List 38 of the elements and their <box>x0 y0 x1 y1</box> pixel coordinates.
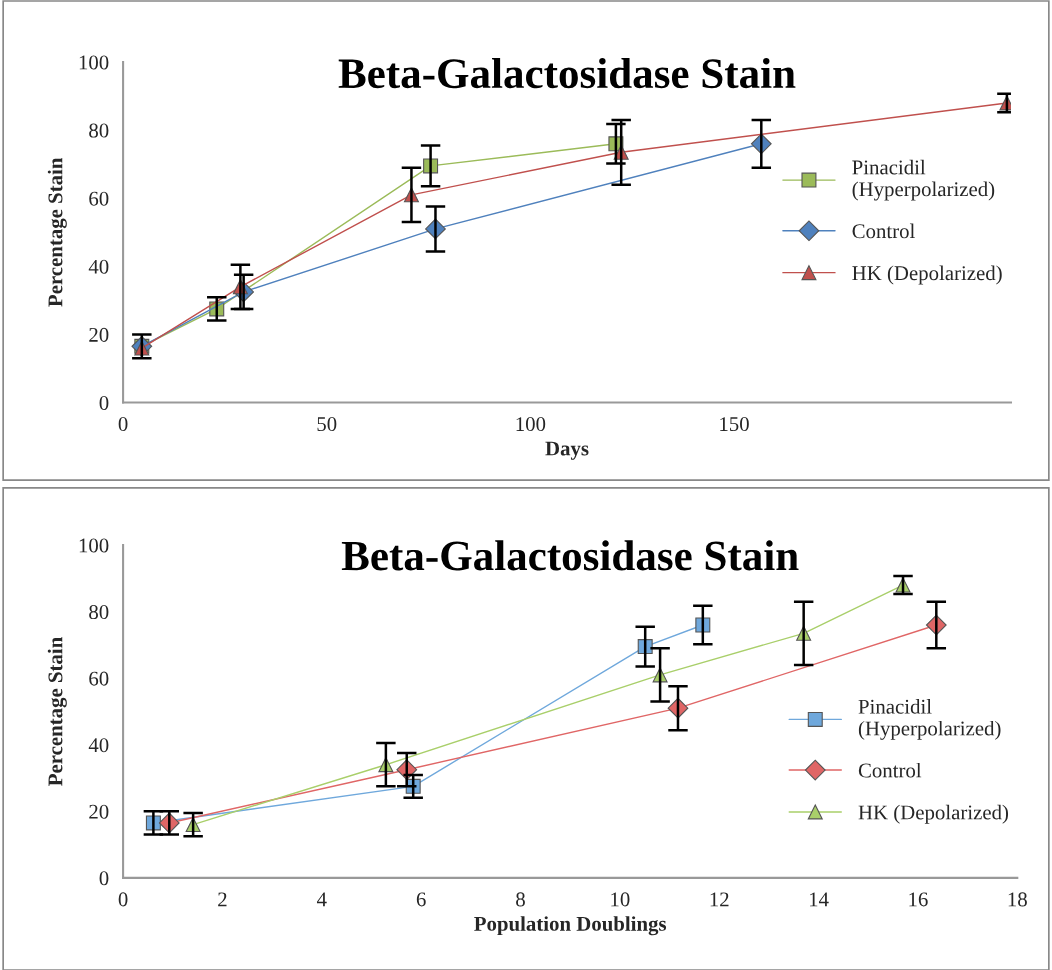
legend-label: HK (Depolarized) <box>858 804 1009 824</box>
chart-title: Beta-Galactosidase Stain <box>338 57 796 89</box>
y-tick-label: 40 <box>88 259 109 274</box>
x-tick-label: 0 <box>118 417 128 432</box>
legend-label: HK (Depolarized) <box>852 265 1002 285</box>
x-axis-title: Population Doublings <box>474 916 667 936</box>
x-axis-title: Days <box>545 441 589 460</box>
y-tick-label: 20 <box>89 804 109 819</box>
y-tick-label: 80 <box>89 123 109 138</box>
y-tick-label: 0 <box>99 871 109 886</box>
y-tick-label: 0 <box>99 395 109 410</box>
x-tick-label: 16 <box>909 892 928 907</box>
chart-title: Beta-Galactosidase Stain <box>341 540 799 571</box>
legend-label: Control <box>858 762 922 778</box>
x-tick-label: 12 <box>710 892 729 907</box>
x-tick-label: 50 <box>317 417 337 432</box>
x-tick-label: 6 <box>416 892 426 907</box>
x-tick-label: 150 <box>720 417 749 432</box>
y-tick-label: 60 <box>89 191 109 206</box>
legend-label: Control <box>852 223 915 239</box>
x-tick-label: 14 <box>809 892 829 907</box>
y-tick-label: 20 <box>89 327 109 342</box>
y-tick-label: 80 <box>89 605 109 620</box>
y-tick-label: 40 <box>88 738 109 753</box>
y-axis-title: Percentage Stain <box>47 157 67 307</box>
x-tick-label: 10 <box>611 892 630 907</box>
x-tick-label: 2 <box>218 892 227 907</box>
y-tick-label: 100 <box>79 538 109 553</box>
y-axis-title: Percentage Stain <box>47 637 67 786</box>
legend-label: Pinacidil (Hyperpolarized) <box>858 699 1001 740</box>
x-tick-label: 18 <box>1008 892 1027 907</box>
y-tick-label: 60 <box>89 671 109 686</box>
x-tick-label: 0 <box>118 892 128 907</box>
y-tick-label: 100 <box>79 55 109 70</box>
x-tick-label: 4 <box>316 892 327 907</box>
x-tick-label: 8 <box>516 892 525 907</box>
x-tick-label: 100 <box>516 417 546 432</box>
legend-label: Pinacidil (Hyperpolarized) <box>852 159 995 201</box>
